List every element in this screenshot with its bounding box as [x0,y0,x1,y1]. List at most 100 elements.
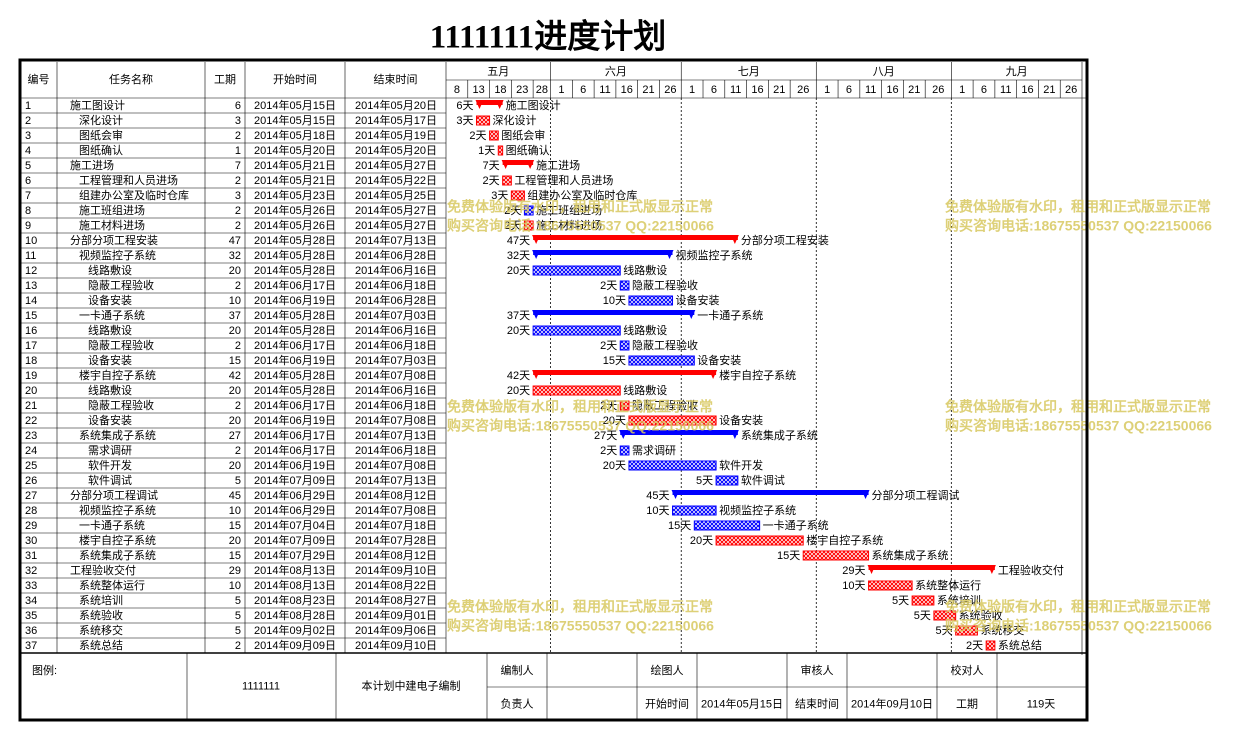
summary-bar [476,100,503,105]
column-header: 编号 [28,72,50,86]
task-duration: 20 [229,415,241,427]
day-label: 11 [730,84,741,96]
summary-end [671,490,680,499]
task-duration: 10 [229,505,241,517]
task-start: 2014年06月29日 [254,503,336,517]
task-end: 2014年09月10日 [355,638,437,652]
watermark: 购买咨询电话:18675550537 QQ:22150066 [945,418,1212,434]
task-end: 2014年05月17日 [355,113,437,127]
task-id: 31 [25,550,37,562]
task-start: 2014年06月19日 [254,293,336,307]
task-name: 分部分项工程调试 [70,488,158,502]
task-end: 2014年06月16日 [355,263,437,277]
task-name: 系统总结 [79,638,123,652]
task-name: 图纸确认 [79,144,123,157]
task-id: 19 [25,370,37,382]
task-duration: 2 [235,400,241,412]
task-id: 24 [25,445,37,457]
bar-duration-label: 20天 [507,265,530,277]
watermark: 免费体验版有水印，租用和正式版显示正常 [945,199,1211,215]
footer-note: 本计划中建电子编制 [362,678,461,692]
bar-name-label: 系统验收 [959,608,1003,622]
task-bar [628,355,695,366]
task-duration: 5 [235,595,241,607]
task-end: 2014年06月28日 [355,293,437,307]
task-start: 2014年05月21日 [254,173,336,187]
task-name: 系统集成子系统 [79,548,156,562]
task-duration: 10 [229,295,241,307]
task-name: 线路敷设 [88,323,132,337]
bar-duration-label: 5天 [914,610,931,622]
task-start: 2014年08月13日 [254,563,336,577]
summary-end [495,100,504,109]
task-end: 2014年07月08日 [355,503,437,517]
day-label: 1 [824,84,830,96]
task-name: 视频监控子系统 [79,248,156,262]
task-end: 2014年08月22日 [355,578,437,592]
task-id: 16 [25,325,37,337]
day-label: 6 [981,84,987,96]
summary-end [987,565,996,574]
footer-duration: 119天 [1027,698,1056,710]
task-end: 2014年09月10日 [355,563,437,577]
task-end: 2014年08月12日 [355,548,437,562]
task-end: 2014年05月20日 [355,98,437,112]
day-label: 16 [1021,84,1033,96]
task-id: 10 [25,235,37,247]
day-label: 11 [1000,84,1011,96]
month-label: 九月 [1006,65,1028,78]
task-duration: 29 [229,565,241,577]
task-name: 一卡通子系统 [79,519,145,532]
task-end: 2014年07月03日 [355,353,437,367]
task-start: 2014年05月26日 [254,203,336,217]
summary-bar [672,490,869,495]
task-bar [532,265,621,276]
bar-duration-label: 2天 [966,640,983,652]
bar-duration-label: 2天 [504,220,521,232]
task-duration: 3 [235,190,241,202]
task-duration: 42 [229,370,241,382]
bar-name-label: 工程验收交付 [998,563,1064,577]
footer-start: 2014年05月15日 [701,696,783,710]
bar-name-label: 系统整体运行 [915,578,981,592]
month-label: 五月 [487,66,509,78]
task-end: 2014年07月13日 [355,428,437,442]
watermark: 免费体验版有水印，租用和正式版显示正常 [447,599,713,615]
task-id: 30 [25,535,37,547]
task-id: 35 [25,610,37,622]
bar-duration-label: 5天 [936,625,953,637]
task-bar [619,445,630,456]
task-id: 17 [25,340,37,352]
task-id: 1 [25,100,31,112]
bar-name-label: 系统培训 [937,593,981,607]
day-label: 21 [908,84,920,96]
day-label: 16 [751,84,763,96]
task-start: 2014年07月09日 [254,473,336,487]
summary-end [532,310,541,319]
footer-start-label: 开始时间 [645,696,689,710]
task-duration: 10 [229,580,241,592]
task-bar [802,550,870,561]
task-end: 2014年05月20日 [355,143,437,157]
task-start: 2014年05月20日 [254,143,336,157]
bar-duration-label: 45天 [646,490,669,502]
bar-duration-label: 10天 [603,295,626,307]
task-start: 2014年05月15日 [254,98,336,112]
task-bar [619,400,630,411]
task-start: 2014年06月17日 [254,398,336,412]
task-bar [532,325,621,336]
task-bar [715,535,804,546]
watermark: 免费体验版有水印，租用和正式版显示正常 [447,399,713,415]
task-duration: 1 [235,145,241,157]
summary-bar [533,310,695,315]
task-start: 2014年08月23日 [254,593,336,607]
task-end: 2014年05月27日 [355,203,437,217]
summary-bar [620,430,738,435]
bar-name-label: 施工材料进场 [536,218,602,232]
task-name: 需求调研 [88,444,132,457]
task-end: 2014年06月16日 [355,323,437,337]
task-name: 系统集成子系统 [79,428,156,442]
task-start: 2014年05月28日 [254,248,336,262]
footer-duration-label: 工期 [956,697,978,710]
task-duration: 2 [235,220,241,232]
